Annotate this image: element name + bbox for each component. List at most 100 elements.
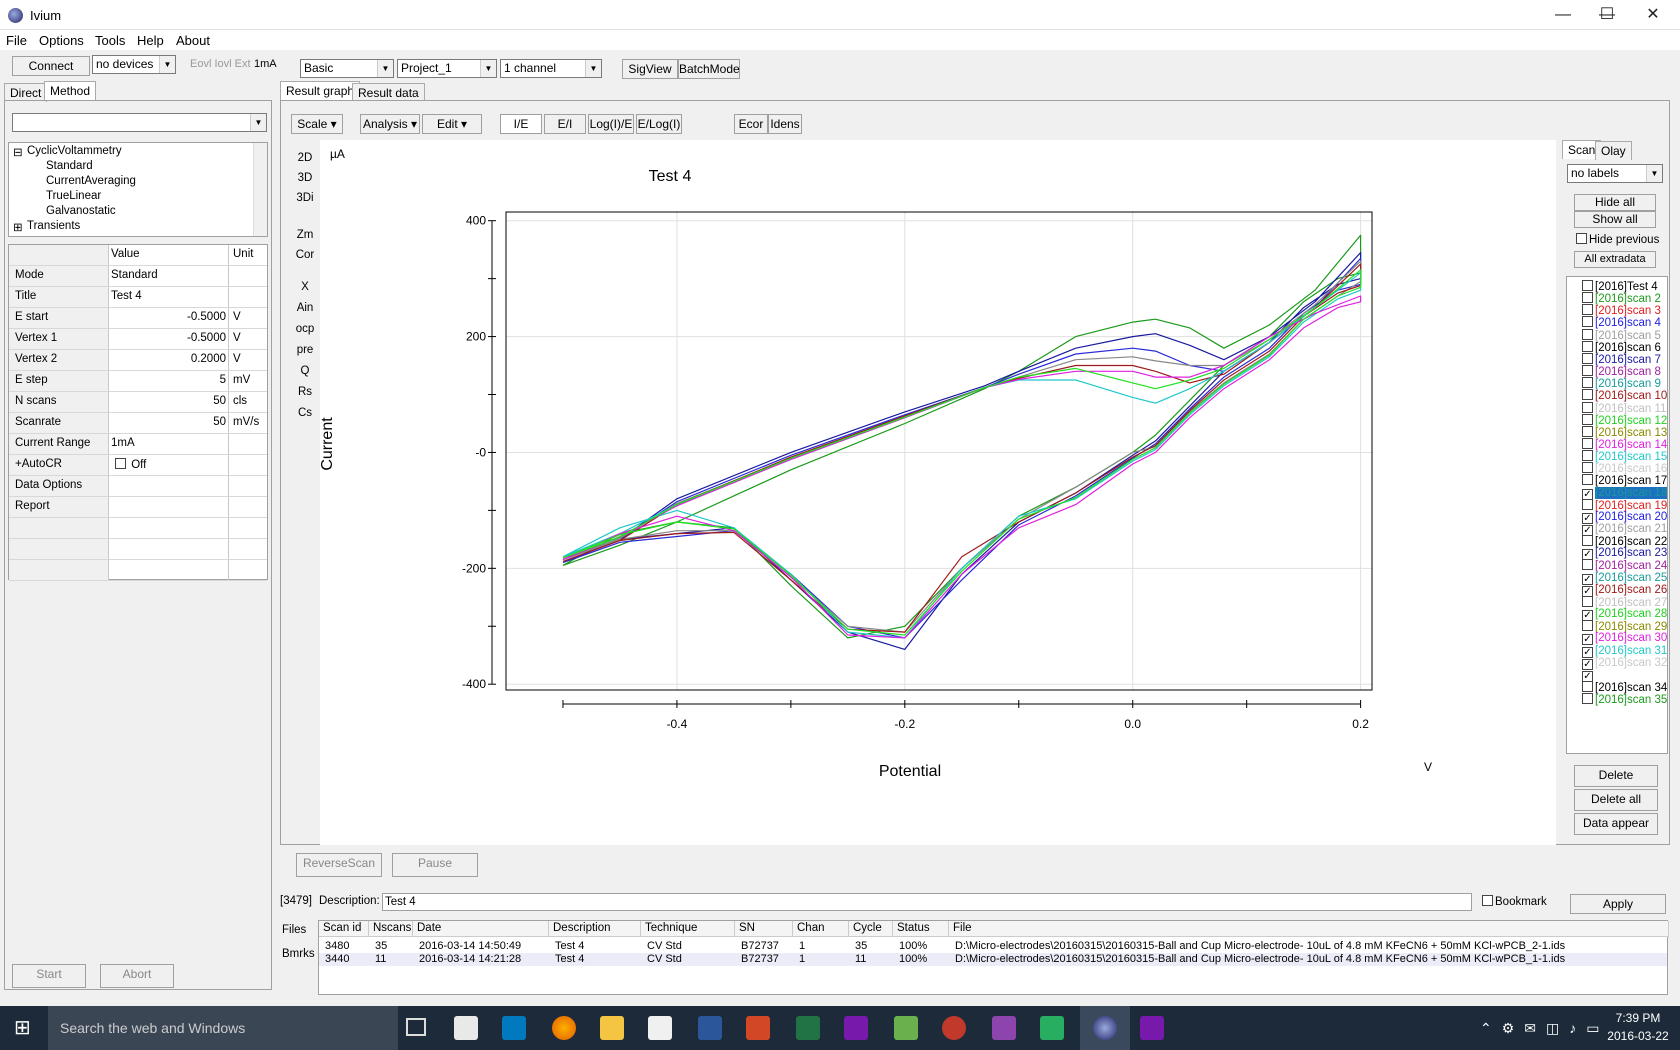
scan-list-item[interactable]: ✓ [2016]scan 26 xyxy=(1582,584,1667,597)
view-3d-button[interactable]: 3D xyxy=(297,172,313,184)
scan-checkbox[interactable] xyxy=(1582,595,1593,607)
tree-item-standard[interactable]: Standard xyxy=(46,160,93,172)
ivium-task-button[interactable] xyxy=(1080,1006,1130,1050)
param-row[interactable]: Title Test 4 xyxy=(9,287,267,308)
scan-list-item[interactable]: [2016]scan 34 xyxy=(1582,680,1667,694)
tab-method[interactable]: Method xyxy=(44,81,97,100)
show-all-button[interactable]: Show all xyxy=(1574,211,1656,228)
scan-list-item[interactable]: [2016]scan 29 xyxy=(1582,620,1667,633)
param-value[interactable]: 50 xyxy=(109,413,229,433)
scan-list-item[interactable]: [2016]scan 7 xyxy=(1582,352,1661,366)
view-3di-button[interactable]: 3Di xyxy=(296,192,314,204)
scan-list-item[interactable]: [2016]scan 8 xyxy=(1582,365,1661,378)
bookmark-checkbox[interactable]: Bookmark xyxy=(1482,895,1547,908)
s-app-icon[interactable] xyxy=(1040,1016,1064,1040)
scan-list-item[interactable]: ✓ [2016]scan 21 xyxy=(1582,523,1667,536)
param-row[interactable]: Mode Standard xyxy=(9,266,267,287)
scan-list-item[interactable]: ✓ [2016]scan 28 xyxy=(1582,608,1667,622)
trello-icon[interactable] xyxy=(502,1016,526,1040)
scan-list-item[interactable]: [2016]scan 13 xyxy=(1582,425,1667,439)
onenote-2-icon[interactable] xyxy=(1140,1016,1164,1040)
scan-list-item[interactable]: ✓ [2016]scan 23 xyxy=(1582,547,1667,561)
idens-button[interactable]: Idens xyxy=(768,114,802,134)
tab-files[interactable]: Files xyxy=(282,924,307,936)
param-value[interactable]: -0.5000 xyxy=(109,329,229,349)
param-row[interactable]: Scanrate 50 mV/s xyxy=(9,413,267,434)
param-row[interactable]: Vertex 2 0.2000 V xyxy=(9,350,267,371)
task-view-icon[interactable] xyxy=(406,1018,426,1036)
hide-previous-checkbox[interactable]: Hide previous xyxy=(1576,233,1659,246)
windows-start-icon[interactable]: ⊞ xyxy=(14,1017,31,1039)
scan-checkbox[interactable] xyxy=(1582,437,1593,449)
scan-checkbox[interactable] xyxy=(1582,304,1593,316)
method-select[interactable]: ▼ xyxy=(12,113,267,132)
column-header[interactable]: SN xyxy=(735,921,793,937)
hide-all-button[interactable]: Hide all xyxy=(1574,194,1656,211)
tab-direct[interactable]: Direct xyxy=(4,83,48,102)
scan-checkbox[interactable] xyxy=(1582,425,1593,437)
scan-checkbox[interactable]: ✓ xyxy=(1582,512,1593,524)
device-select[interactable]: no devices ▼ xyxy=(92,55,176,74)
scale-menu-button[interactable]: Scale ▾ xyxy=(291,114,343,134)
scan-list-item[interactable]: [2016]scan 5 xyxy=(1582,328,1661,342)
ei-view-button[interactable]: E/I xyxy=(544,114,586,134)
labels-select[interactable]: no labels ▼ xyxy=(1567,164,1663,183)
delete-button[interactable]: Delete xyxy=(1574,765,1658,787)
table-row[interactable]: 3440 11 2016-03-14 14:21:28 Test 4 CV Std B72… xyxy=(319,953,1667,966)
scan-list-item[interactable]: [2016]scan 22 xyxy=(1582,535,1667,548)
tree-item-galvanostatic[interactable]: Galvanostatic xyxy=(46,205,116,217)
scan-list-item[interactable]: [2016]scan 17 xyxy=(1582,474,1667,487)
scan-checkbox[interactable] xyxy=(1582,352,1593,364)
store-icon[interactable] xyxy=(454,1016,478,1040)
endnote-icon[interactable] xyxy=(942,1016,966,1040)
scan-list-item[interactable]: ✓ [2016]scan 25 xyxy=(1582,572,1667,585)
scan-checkbox[interactable] xyxy=(1582,389,1593,401)
rs-button[interactable]: Rs xyxy=(297,386,313,398)
scan-checkbox[interactable]: ✓ xyxy=(1582,573,1593,585)
tab-scan[interactable]: Scan xyxy=(1562,140,1602,159)
channel-select[interactable]: 1 channel ▼ xyxy=(500,59,602,78)
scan-checkbox[interactable] xyxy=(1582,559,1593,571)
param-value[interactable]: 1mA xyxy=(109,434,229,454)
description-input[interactable] xyxy=(382,893,1472,911)
scan-list-item[interactable]: [2016]scan 12 xyxy=(1582,413,1667,427)
scan-checkbox[interactable] xyxy=(1582,474,1593,486)
param-row[interactable]: N scans 50 cls xyxy=(9,392,267,413)
close-button[interactable]: ✕ xyxy=(1646,6,1660,23)
ain-button[interactable]: Ain xyxy=(296,302,314,314)
scan-list-item[interactable]: [2016]Test 4 xyxy=(1582,280,1658,293)
column-header[interactable]: Chan xyxy=(793,921,849,937)
scan-checkbox[interactable] xyxy=(1582,340,1593,352)
scan-checkbox[interactable] xyxy=(1582,316,1593,328)
tab-result-graph[interactable]: Result graph xyxy=(280,81,361,100)
reverse-scan-button[interactable]: ReverseScan xyxy=(296,853,382,877)
cs-button[interactable]: Cs xyxy=(297,407,313,419)
column-header[interactable]: Cycle xyxy=(849,921,893,937)
scan-checkbox[interactable] xyxy=(1582,693,1593,705)
ie-view-button[interactable]: I/E xyxy=(500,114,542,134)
param-row[interactable]: E start -0.5000 V xyxy=(9,308,267,329)
scan-list-item[interactable]: [2016]scan 27 xyxy=(1582,595,1667,609)
scan-list-item[interactable]: [2016]scan 11 xyxy=(1582,401,1666,415)
excel-icon[interactable] xyxy=(796,1016,820,1040)
logi-e-view-button[interactable]: Log(I)/E xyxy=(588,114,634,134)
scan-list-item[interactable]: ✓ [2016]scan 31 xyxy=(1582,645,1667,658)
scan-checkbox[interactable]: ✓ xyxy=(1582,658,1593,670)
param-row[interactable]: Data Options xyxy=(9,476,267,497)
tab-result-data[interactable]: Result data xyxy=(352,83,425,102)
scan-checkbox[interactable] xyxy=(1582,377,1593,389)
scan-list-item[interactable]: [2016]scan 35 xyxy=(1582,693,1667,706)
connect-button[interactable]: Connect xyxy=(12,56,90,76)
scan-checkbox[interactable] xyxy=(1582,401,1593,413)
scan-checkbox[interactable] xyxy=(1582,535,1593,547)
param-value[interactable] xyxy=(109,497,229,517)
param-row[interactable]: Report xyxy=(9,497,267,518)
maximize-button[interactable]: ☐ xyxy=(1599,6,1615,23)
mail-icon[interactable] xyxy=(648,1016,672,1040)
scan-checkbox[interactable] xyxy=(1582,280,1593,291)
column-header[interactable]: Description xyxy=(549,921,641,937)
tree-scrollbar[interactable] xyxy=(253,143,267,236)
param-row[interactable]: Current Range 1mA xyxy=(9,434,267,455)
param-value[interactable]: -0.5000 xyxy=(109,308,229,328)
scan-checkbox[interactable] xyxy=(1582,498,1593,510)
